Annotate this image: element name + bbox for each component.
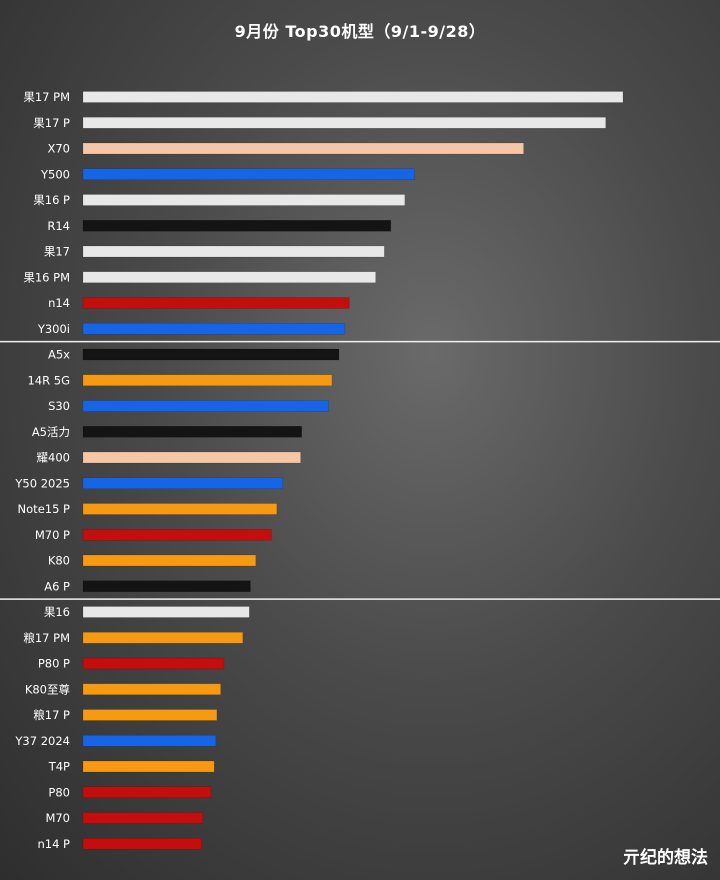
bar xyxy=(82,117,606,129)
category-label: A5活力 xyxy=(32,425,70,439)
category-label: 果16 PM xyxy=(23,270,70,284)
category-label: K80至尊 xyxy=(25,682,70,696)
category-label: Y50 2025 xyxy=(14,476,70,490)
category-label: Y37 2024 xyxy=(14,734,70,748)
chart-title: 9月份 Top30机型（9/1-9/28） xyxy=(234,22,486,41)
bar xyxy=(82,838,203,850)
bar xyxy=(82,580,251,592)
bar xyxy=(82,142,524,155)
category-label: Y300i xyxy=(37,322,70,336)
category-label: M70 P xyxy=(35,528,70,542)
bar xyxy=(82,297,350,309)
bar xyxy=(82,323,346,335)
category-label: T4P xyxy=(48,760,70,774)
bar xyxy=(82,400,329,412)
bar xyxy=(82,451,301,464)
category-label: n14 xyxy=(48,296,70,310)
category-label: 果16 P xyxy=(33,193,70,207)
category-label: 14R 5G xyxy=(27,373,70,387)
category-label: P80 xyxy=(48,785,70,799)
bar xyxy=(82,735,217,747)
bar xyxy=(82,503,278,515)
category-label: 果17 P xyxy=(33,116,70,130)
bar xyxy=(82,529,272,541)
watermark-text: 亓纪的想法 xyxy=(623,848,708,868)
bar xyxy=(82,220,392,232)
bar xyxy=(82,709,218,721)
bar xyxy=(82,477,284,489)
bar xyxy=(82,812,204,824)
bar xyxy=(82,606,250,618)
bar xyxy=(82,374,333,386)
category-label: 果16 xyxy=(44,605,70,619)
category-label: P80 P xyxy=(38,657,70,671)
category-label: R14 xyxy=(47,219,70,233)
category-label: 粮17 P xyxy=(33,708,70,722)
bar xyxy=(82,168,415,180)
category-label: 果17 PM xyxy=(23,90,70,104)
bar xyxy=(82,245,385,258)
category-label: Y500 xyxy=(40,167,70,181)
bar xyxy=(82,426,302,438)
category-label: 耀400 xyxy=(37,451,70,465)
bar xyxy=(82,554,257,567)
bar xyxy=(82,786,212,798)
category-label: X70 xyxy=(47,142,70,156)
bar xyxy=(82,760,215,773)
category-label: n14 P xyxy=(37,837,70,851)
category-label: M70 xyxy=(45,811,70,825)
bar xyxy=(82,91,624,103)
category-label: 粮17 PM xyxy=(23,631,70,645)
category-label: K80 xyxy=(48,554,70,568)
bar xyxy=(82,657,225,670)
category-label: S30 xyxy=(48,399,70,413)
bar xyxy=(82,271,376,283)
category-label: A6 P xyxy=(44,579,70,593)
bar xyxy=(82,683,221,695)
category-label: A5x xyxy=(48,348,70,362)
category-label: 果17 xyxy=(44,245,70,259)
bar xyxy=(82,632,244,644)
bar xyxy=(82,348,340,361)
category-label: Note15 P xyxy=(18,502,71,516)
bar xyxy=(82,194,406,206)
